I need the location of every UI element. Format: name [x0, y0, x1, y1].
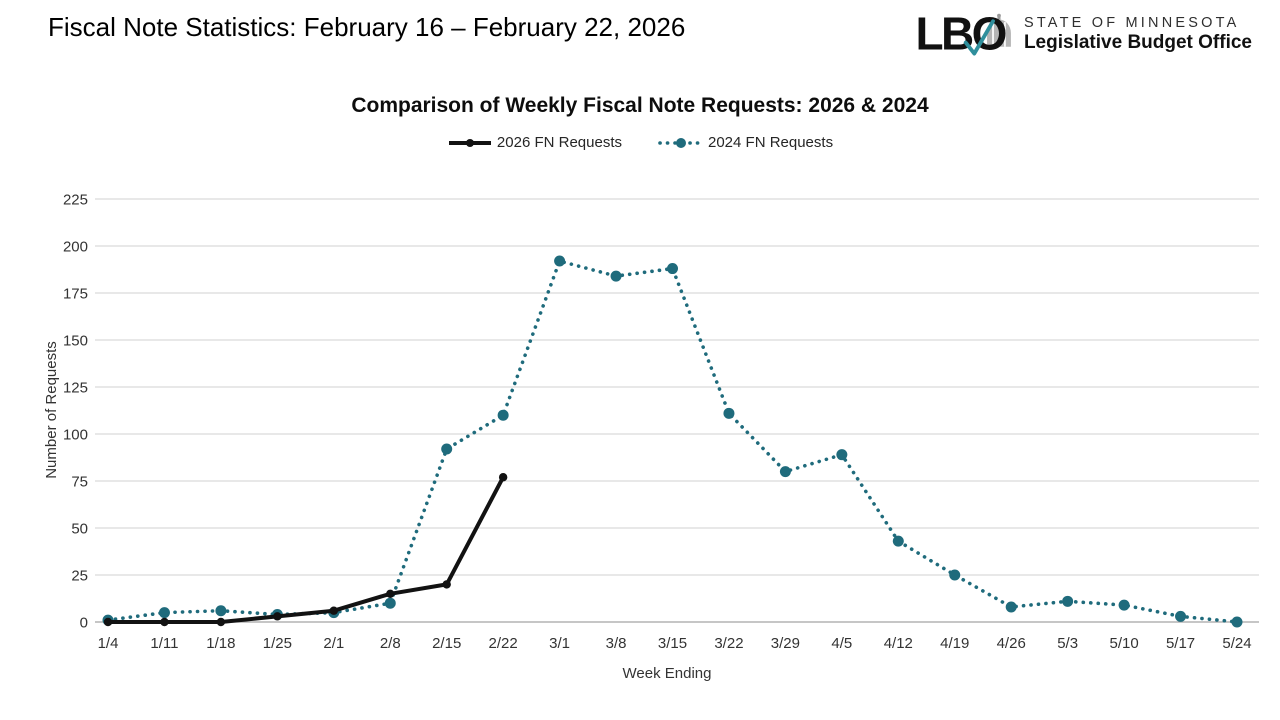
legend-label-2026-fn-requests: 2026 FN Requests	[496, 134, 622, 151]
legend-item-2024-fn-requests: 2024 FN Requests	[658, 134, 833, 151]
data-point	[386, 589, 395, 598]
data-point	[949, 569, 961, 581]
legend-swatch-2026-fn-requests	[448, 138, 491, 147]
data-point	[160, 617, 169, 627]
data-point	[498, 473, 508, 482]
data-point	[158, 607, 170, 619]
x-tick-label: 3/8	[606, 635, 627, 652]
data-point	[836, 449, 848, 461]
check-mark-icon	[963, 19, 995, 56]
data-point	[328, 607, 340, 619]
x-tick-label: 2/22	[489, 635, 518, 652]
data-point	[216, 617, 226, 627]
data-point	[442, 580, 451, 589]
data-point	[215, 605, 227, 617]
series-2024-fn-requests	[102, 255, 1243, 628]
page-title: Fiscal Note Statistics: February 16 – Fe…	[48, 12, 686, 42]
data-point	[554, 255, 566, 267]
lbo-logo: LBO STATE OF MINNESOTA Legislative Budge…	[918, 8, 1252, 60]
x-tick-label: 1/11	[150, 635, 178, 652]
data-point	[102, 614, 114, 626]
gridlines	[95, 198, 1259, 623]
legend-label-2024-fn-requests: 2024 FN Requests	[708, 134, 834, 151]
series-line-2026-fn-requests	[108, 476, 505, 624]
x-tick-label: 4/12	[884, 635, 913, 652]
data-point	[1005, 601, 1017, 613]
x-tick-label: 2/15	[432, 635, 461, 652]
x-tick-label: 1/25	[263, 635, 292, 652]
x-tick-label: 5/17	[1166, 635, 1195, 652]
x-tick-label: 1/4	[98, 635, 119, 652]
y-tick-label: 175	[63, 286, 88, 303]
x-tick-label: 4/19	[940, 635, 969, 652]
data-point	[441, 443, 453, 455]
data-point	[779, 466, 791, 478]
x-axis-tick-labels: 1/4 1/11 1/18 1/25 2/1 2/8 2/15 2/22 3/1 3/8 3/15 3…	[98, 635, 1252, 652]
y-tick-label: 50	[71, 521, 88, 538]
y-tick-label: 0	[80, 615, 88, 632]
y-tick-label: 125	[63, 380, 88, 397]
y-axis-title: Number of Requests	[43, 341, 60, 479]
y-tick-label: 100	[63, 427, 88, 444]
data-point	[103, 617, 113, 627]
data-point	[271, 608, 283, 620]
y-tick-label: 200	[63, 239, 88, 256]
legend-item-2026-fn-requests: 2026 FN Requests	[447, 134, 622, 151]
legend-swatch-2024-fn-requests	[658, 137, 704, 148]
x-tick-label: 4/26	[997, 635, 1026, 652]
data-point	[1231, 616, 1243, 628]
y-tick-label: 150	[63, 333, 88, 350]
lbo-acronym: LBO	[918, 9, 1006, 59]
data-point	[384, 597, 396, 609]
x-tick-label: 3/29	[771, 635, 800, 652]
lbo-logo-text: STATE OF MINNESOTA Legislative Budget Of…	[1024, 15, 1252, 53]
x-tick-label: 3/1	[549, 635, 570, 652]
logo-office-line: Legislative Budget Office	[1023, 32, 1252, 53]
x-tick-label: 5/3	[1057, 635, 1078, 652]
x-tick-label: 2/1	[323, 635, 344, 652]
chart-legend: 2026 FN Requests 2024 FN Requests	[0, 134, 1280, 151]
x-tick-label: 3/22	[714, 635, 743, 652]
y-tick-label: 225	[63, 192, 88, 209]
chart-title: Comparison of Weekly Fiscal Note Request…	[351, 94, 929, 117]
data-point	[497, 409, 509, 421]
y-tick-label: 75	[71, 474, 88, 491]
x-tick-label: 2/8	[380, 635, 401, 652]
series-line-2024-fn-requests	[106, 258, 1239, 624]
data-point	[723, 407, 735, 419]
capitol-dome-icon	[987, 13, 1011, 47]
lbo-logo-mark-icon: LBO	[918, 9, 1011, 59]
data-point	[329, 606, 338, 615]
data-point	[1118, 599, 1130, 611]
logo-state-line: STATE OF MINNESOTA	[1023, 15, 1240, 31]
data-point	[1175, 610, 1187, 622]
x-tick-label: 1/18	[206, 635, 235, 652]
data-point	[610, 270, 622, 282]
data-point	[1062, 595, 1074, 607]
x-tick-label: 5/24	[1222, 635, 1251, 652]
x-tick-label: 4/5	[831, 635, 852, 652]
x-tick-label: 5/10	[1109, 635, 1138, 652]
series-2026-fn-requests	[103, 473, 508, 627]
data-point	[667, 263, 678, 275]
x-axis-title: Week Ending	[623, 665, 712, 682]
x-tick-label: 3/15	[658, 635, 687, 652]
data-point	[273, 612, 282, 621]
data-point	[892, 535, 904, 547]
y-axis-tick-labels: 0 25 50 75 100 125 150 175 200 225	[63, 192, 88, 632]
y-tick-label: 25	[71, 568, 88, 585]
